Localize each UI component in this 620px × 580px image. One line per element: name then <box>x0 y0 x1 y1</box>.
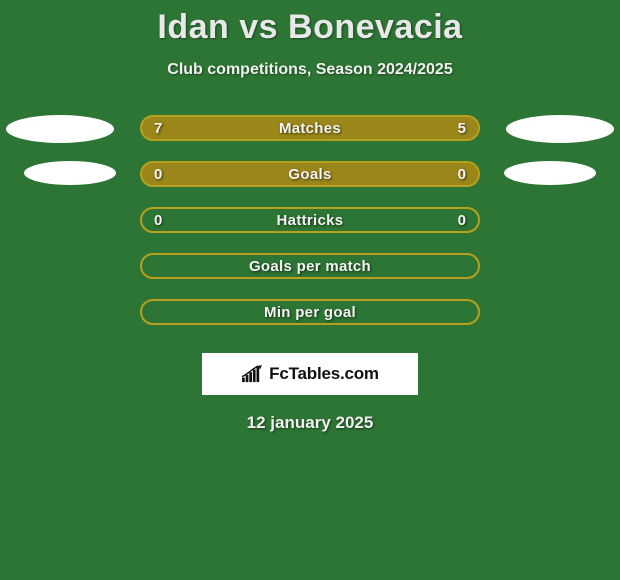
stat-row-hattricks: 0 Hattricks 0 <box>0 207 620 233</box>
page-subtitle: Club competitions, Season 2024/2025 <box>167 61 452 79</box>
stat-left-value: 0 <box>154 166 162 183</box>
stat-bar: Min per goal <box>140 299 480 325</box>
stat-label: Hattricks <box>277 212 344 229</box>
snapshot-date: 12 january 2025 <box>247 413 374 433</box>
stat-right-value: 5 <box>458 120 466 137</box>
brand-text: FcTables.com <box>269 364 379 384</box>
stat-right-value: 0 <box>458 166 466 183</box>
stat-row-goals-per-match: Goals per match <box>0 253 620 279</box>
growing-bars-icon <box>241 365 263 383</box>
stat-row-goals: 0 Goals 0 <box>0 161 620 187</box>
stat-right-value: 0 <box>458 212 466 229</box>
stat-bar: 0 Goals 0 <box>140 161 480 187</box>
stat-label: Matches <box>279 120 341 137</box>
stat-bar: 0 Hattricks 0 <box>140 207 480 233</box>
stat-label: Goals per match <box>249 258 371 275</box>
stat-left-value: 7 <box>154 120 162 137</box>
stat-bar: 7 Matches 5 <box>140 115 480 141</box>
stat-row-matches: 7 Matches 5 <box>0 115 620 141</box>
comparison-card: Idan vs Bonevacia Club competitions, Sea… <box>0 0 620 433</box>
stats-block: 7 Matches 5 0 Goals 0 0 Hattricks 0 Goal… <box>0 115 620 325</box>
page-title: Idan vs Bonevacia <box>157 8 462 47</box>
stat-bar: Goals per match <box>140 253 480 279</box>
brand-badge[interactable]: FcTables.com <box>202 353 418 395</box>
stat-label: Goals <box>288 166 331 183</box>
stat-row-min-per-goal: Min per goal <box>0 299 620 325</box>
stat-label: Min per goal <box>264 304 356 321</box>
stat-left-value: 0 <box>154 212 162 229</box>
